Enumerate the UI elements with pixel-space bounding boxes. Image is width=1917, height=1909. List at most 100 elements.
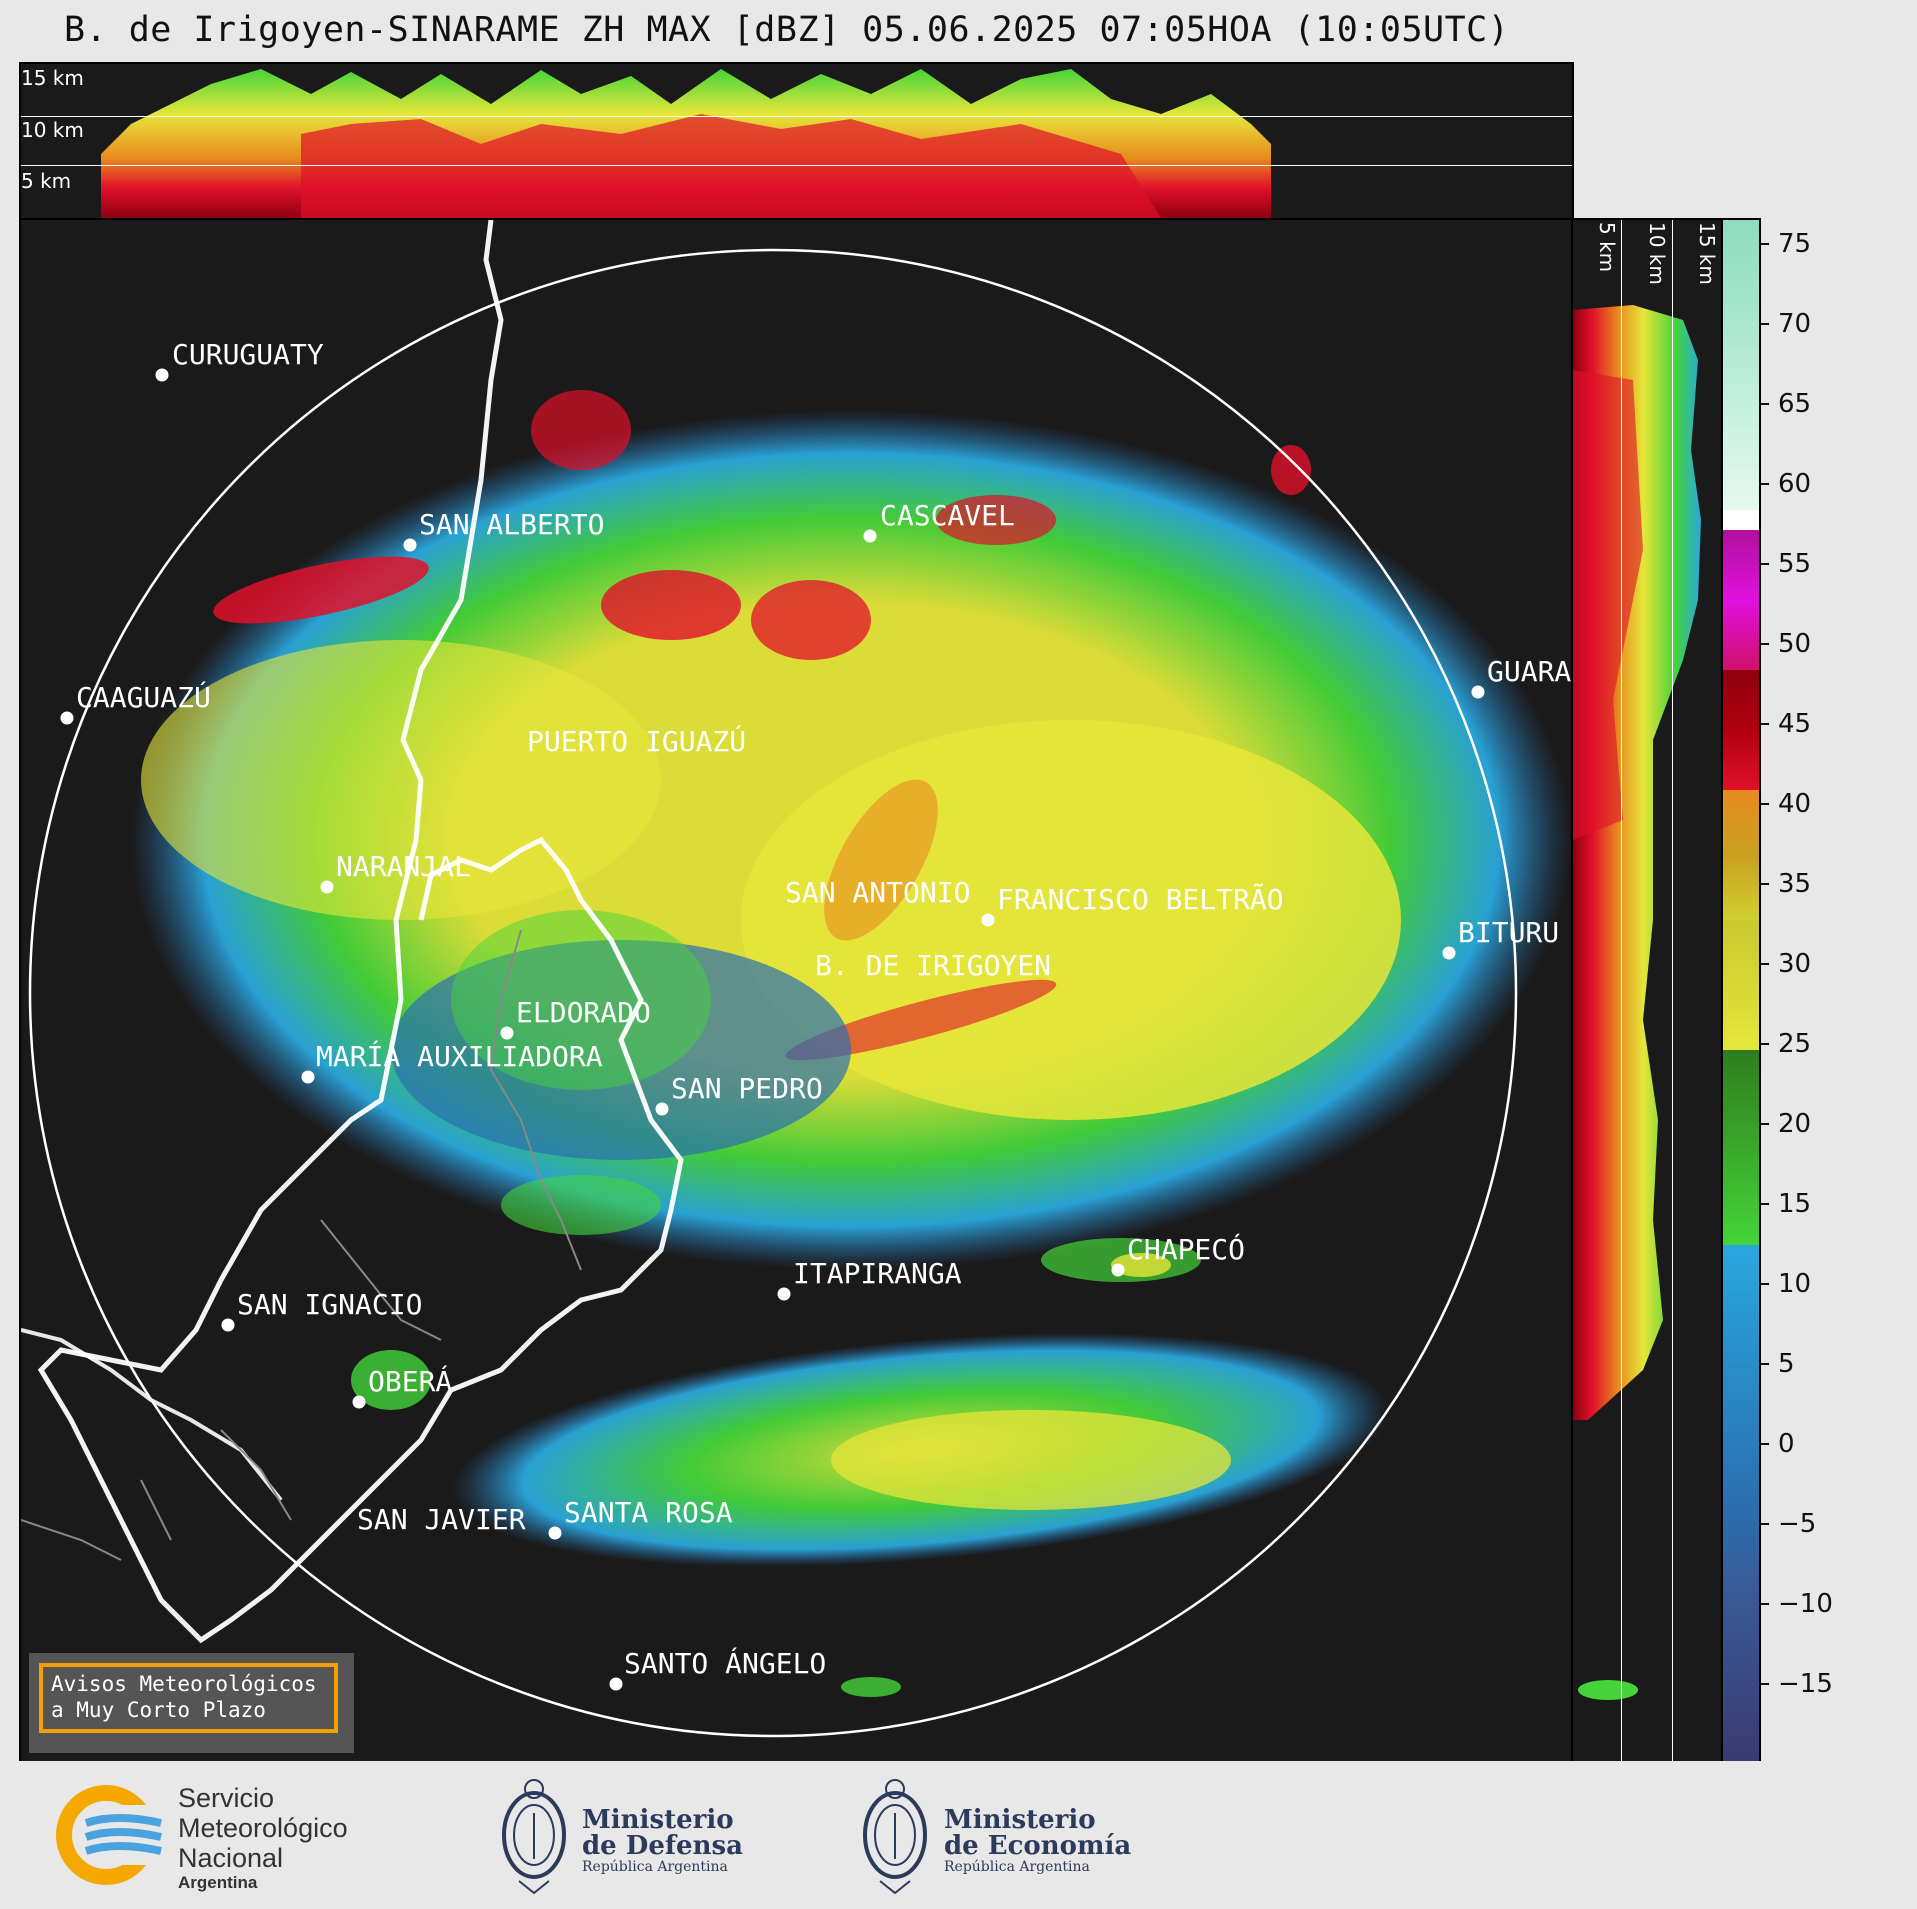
colorbar-tick [1759,723,1769,725]
top-cross-section-echoes [101,69,1271,218]
smn-line: Servicio [178,1783,275,1813]
radar-echo-field [21,220,1571,1738]
economia-sub: República Argentina [944,1859,1090,1875]
economia-logo-text: Ministerio de Economía República Argenti… [944,1807,1131,1875]
city-marker [60,711,74,725]
colorbar-tick [1759,1363,1769,1365]
city-label: PUERTO IGUAZÚ [527,725,747,758]
national-seal-icon [863,1779,927,1895]
colorbar-tick [1759,1523,1769,1525]
city-marker [655,1102,669,1116]
city-marker [609,1677,623,1691]
city-marker [500,1026,514,1040]
colorbar-segment [1723,510,1759,530]
footer-logos: Servicio Meteorológico Nacional Argentin… [0,1761,1917,1909]
height-label: 5 km [21,169,72,193]
warnings-box[interactable]: Avisos Meteorológicos a Muy Corto Plazo [29,1653,354,1753]
city-label: SAN IGNACIO [237,1288,423,1321]
city-label: SANTO ÁNGELO [624,1647,827,1680]
colorbar-tick [1759,243,1769,245]
city-label: ELDORADO [516,996,651,1029]
colorbar-tick [1759,883,1769,885]
city-label: FRANCISCO BELTRÃO [997,883,1284,916]
warnings-line2: a Muy Corto Plazo [51,1698,266,1723]
economia-line: Ministerio [944,1805,1096,1835]
colorbar-tick-label: 50 [1778,629,1812,659]
colorbar-tick-label: 70 [1778,309,1812,339]
national-seal-icon [502,1779,566,1895]
colorbar-tick-label: −10 [1778,1589,1833,1619]
city-marker [548,1526,562,1540]
radar-map-panel: CURUGUATY SAN ALBERTO CASCAVEL CAAGUAZÚ … [19,218,1574,1763]
colorbar-tick-label: 10 [1778,1269,1812,1299]
map-title: B. de Irigoyen-SINARAME ZH MAX [dBZ] 05.… [64,10,1510,50]
city-label: GUARA [1487,655,1572,688]
colorbar-tick-label: 35 [1778,869,1812,899]
colorbar-tick-label: 65 [1778,389,1812,419]
city-marker [155,368,169,382]
height-label: 10 km [21,118,84,142]
colorbar-segment [1723,1505,1759,1761]
colorbar-tick-label: 0 [1778,1429,1795,1459]
city-label: MARÍA AUXILIADORA [316,1040,603,1073]
smn-line: Meteorológico [178,1813,348,1843]
colorbar-tick-label: 30 [1778,949,1812,979]
height-label: 15 km [1695,222,1719,285]
city-marker [221,1318,235,1332]
colorbar-segment [1723,920,1759,1050]
colorbar-tick [1759,803,1769,805]
city-marker [403,538,417,552]
colorbar-tick [1759,1203,1769,1205]
km-gridline [1672,220,1673,1761]
warnings-line1: Avisos Meteorológicos [51,1672,317,1696]
colorbar-segment [1723,530,1759,670]
colorbar-tick-label: 20 [1778,1109,1812,1139]
colorbar-tick-label: −15 [1778,1669,1833,1699]
height-label: 10 km [1645,222,1669,285]
side-cross-section-panel: 5 km 10 km 15 km [1571,218,1723,1763]
colorbar-tick [1759,563,1769,565]
smn-line: Argentina [178,1873,258,1892]
defensa-line: Ministerio [582,1805,734,1835]
colorbar-tick-label: 45 [1778,709,1812,739]
side-cross-section-echoes [1573,305,1701,1700]
colorbar-tick [1759,643,1769,645]
colorbar-tick-label: 60 [1778,469,1812,499]
city-marker [320,880,334,894]
economia-line: de Economía [944,1831,1132,1861]
km-gridline [1621,220,1622,1761]
city-label: B. DE IRIGOYEN [815,949,1052,982]
city-label: CHAPECÓ [1127,1233,1246,1266]
city-label: SAN ANTONIO [785,876,971,909]
colorbar-tick-label: 75 [1778,229,1812,259]
city-label: OBERÁ [368,1365,453,1398]
colorbar-tick [1759,1443,1769,1445]
city-label: NARANJAL [336,850,471,883]
colorbar-tick-label: 25 [1778,1029,1812,1059]
colorbar-tick [1759,1683,1769,1685]
colorbar-tick-label: 5 [1778,1349,1795,1379]
city-marker [1111,1263,1125,1277]
colorbar-tick-label: 40 [1778,789,1812,819]
city-label: CURUGUATY [172,338,324,371]
top-cross-section-panel: 15 km 10 km 5 km [19,62,1574,220]
city-label: SAN JAVIER [357,1503,526,1536]
city-marker [981,913,995,927]
warnings-link[interactable]: Avisos Meteorológicos a Muy Corto Plazo [39,1663,338,1733]
height-label: 5 km [1595,222,1619,273]
defensa-sub: República Argentina [582,1859,728,1875]
colorbar-tick-label: 15 [1778,1189,1812,1219]
colorbar-tick [1759,1043,1769,1045]
city-marker [777,1287,791,1301]
colorbar-tick [1759,1283,1769,1285]
city-label: SANTA ROSA [564,1496,733,1529]
km-gridline [21,116,1572,117]
colorbar-tick-label: 55 [1778,549,1812,579]
defensa-line: de Defensa [582,1831,743,1861]
km-gridline [21,165,1572,166]
city-label: CASCAVEL [880,499,1015,532]
city-marker [1471,685,1485,699]
colorbar-tick [1759,1603,1769,1605]
city-marker [863,529,877,543]
smn-logo-text: Servicio Meteorológico Nacional Argentin… [178,1783,348,1893]
